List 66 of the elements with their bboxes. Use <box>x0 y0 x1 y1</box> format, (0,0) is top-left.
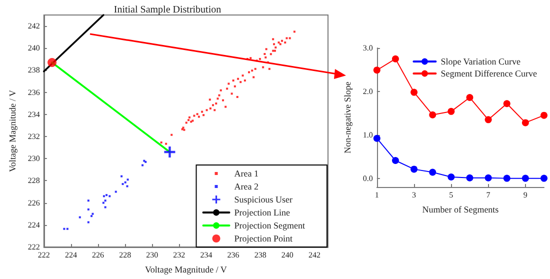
point <box>410 88 418 96</box>
point <box>373 134 380 142</box>
point <box>484 116 492 124</box>
x-tick-label: 236 <box>227 250 240 260</box>
point <box>522 174 529 182</box>
legend-label: Slope Variation Curve <box>440 56 521 66</box>
y-tick-label: 232 <box>28 132 40 142</box>
y-tick-label: 230 <box>28 154 40 164</box>
x-tick-label: 7 <box>486 190 490 200</box>
point <box>540 174 548 182</box>
point <box>429 111 436 118</box>
legend-label: Suspicious User <box>234 194 293 204</box>
x-tick-label: 240 <box>281 250 294 260</box>
x-tick-label: 222 <box>38 250 50 260</box>
x-tick-label: 242 <box>308 250 320 260</box>
x-axis-title: Number of Segments <box>422 204 500 214</box>
point <box>540 112 548 119</box>
x-tick-label: 1 <box>374 190 379 200</box>
legend-label: Segment Difference Curve <box>440 68 538 78</box>
x-tick-label: 3 <box>412 190 416 200</box>
y-tick-label: 242 <box>28 22 40 31</box>
x-tick-label: 224 <box>64 250 77 260</box>
y-tick-label: 234 <box>28 110 40 119</box>
legend-label: Projection Line <box>234 208 290 218</box>
legend-label: Projection Segment <box>234 220 306 230</box>
point <box>484 174 492 182</box>
point <box>448 108 455 115</box>
y-tick-label: 228 <box>28 176 40 186</box>
point <box>410 166 418 173</box>
y-tick-label: 236 <box>28 88 40 97</box>
legend-label: Area 2 <box>234 182 259 192</box>
x-tick-label: 234 <box>200 250 212 260</box>
y-axis-title: Non-negative Slope <box>342 82 352 154</box>
legend-label: Area 1 <box>234 168 259 178</box>
chart-title: Initial Sample Distribution <box>114 4 222 16</box>
y-tick-label: 222 <box>28 242 40 252</box>
y-tick-label: 1.0 <box>362 130 373 140</box>
point <box>466 174 474 182</box>
point <box>522 119 529 126</box>
point <box>503 174 510 182</box>
legend-label: Projection Point <box>234 234 294 244</box>
y-tick-label: 226 <box>28 198 40 208</box>
y-tick-label: 3.0 <box>362 44 373 52</box>
x-tick-label: 228 <box>119 250 132 260</box>
x-tick-label: 238 <box>254 250 266 260</box>
point <box>48 58 57 67</box>
x-tick-label: 226 <box>92 250 104 260</box>
x-axis-title: Voltage Magnitude / V <box>144 264 228 274</box>
point <box>392 157 399 164</box>
y-axis-title: Voltage Magnitude / V <box>8 90 18 172</box>
x-tick-label: 230 <box>146 250 158 260</box>
y-tick-label: 0.0 <box>362 174 373 183</box>
y-tick-label: 240 <box>28 44 40 53</box>
x-tick-label: 232 <box>173 250 186 260</box>
point <box>466 94 474 102</box>
point <box>448 174 455 181</box>
point <box>429 168 436 176</box>
y-tick-label: 238 <box>28 66 40 75</box>
point <box>164 146 176 158</box>
x-tick-label: 9 <box>523 190 528 200</box>
point <box>373 66 380 74</box>
y-tick-label: 2.0 <box>362 86 373 96</box>
y-tick-label: 224 <box>28 220 40 230</box>
point <box>392 55 399 62</box>
point <box>503 100 510 108</box>
x-tick-label: 5 <box>449 190 454 200</box>
